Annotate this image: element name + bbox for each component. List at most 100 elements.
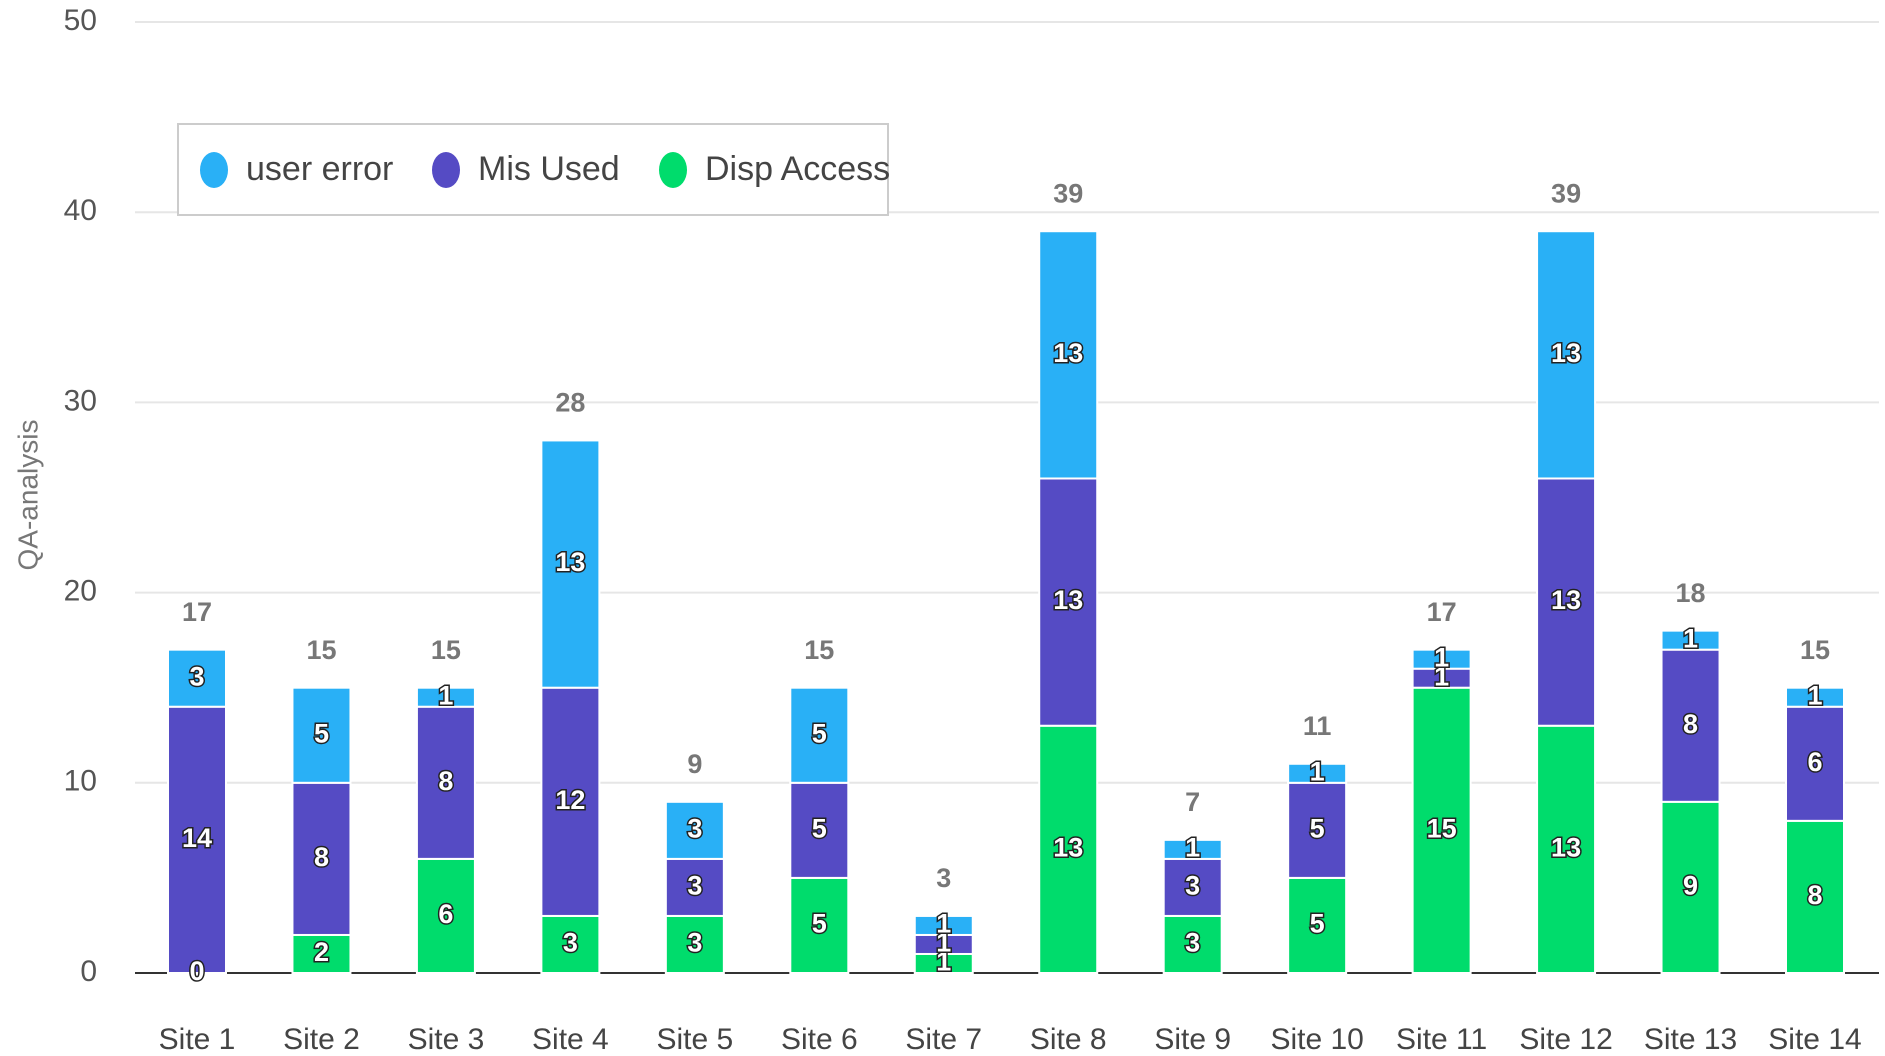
bar-segment [913, 914, 974, 936]
legend: user error Mis Used Disp Access [177, 123, 890, 216]
total-label: 15 [306, 635, 336, 665]
x-tick-label: Site 7 [905, 1023, 982, 1056]
y-tick-label: 50 [64, 4, 97, 37]
value-label: 3 [563, 928, 578, 958]
legend-label: Disp Access [705, 150, 890, 188]
legend-swatch [659, 152, 687, 188]
value-label: 3 [687, 813, 702, 843]
bar-segment [664, 800, 725, 860]
bar-segment [1660, 629, 1721, 651]
value-label: 13 [1551, 832, 1581, 862]
value-label: 1 [936, 947, 951, 977]
legend-label: user error [246, 150, 393, 188]
x-tick-label: Site 6 [781, 1023, 858, 1056]
bar-segment [415, 857, 476, 975]
value-label: 2 [314, 937, 329, 967]
value-label: 8 [1683, 709, 1698, 739]
value-label: 1 [1185, 832, 1200, 862]
total-label: 11 [1303, 711, 1332, 741]
x-tick-label: Site 4 [532, 1023, 609, 1056]
total-label: 9 [687, 749, 702, 779]
bar-segment [1162, 838, 1223, 860]
legend-box [177, 123, 889, 216]
value-label: 3 [687, 928, 702, 958]
value-label: 13 [1053, 338, 1083, 368]
bar-segment [1785, 705, 1845, 822]
bar-segment [789, 876, 850, 975]
x-tick-label: Site 14 [1768, 1023, 1861, 1056]
total-label: 39 [1551, 178, 1581, 208]
value-label: 0 [189, 956, 204, 986]
y-tick-label: 30 [64, 384, 97, 417]
x-tick-label: Site 9 [1154, 1023, 1231, 1056]
value-label: 3 [1185, 871, 1200, 901]
y-tick-label: 20 [64, 575, 97, 608]
value-label: 13 [555, 547, 585, 577]
value-label: 1 [1434, 661, 1449, 691]
bar-segment [540, 686, 601, 917]
bar-segment [291, 933, 352, 975]
x-tick-label: Site 13 [1644, 1023, 1737, 1056]
value-label: 1 [936, 909, 951, 939]
value-label: 8 [1807, 880, 1822, 910]
value-label: 13 [1053, 585, 1083, 615]
bar-segment [1785, 819, 1845, 975]
value-label: 3 [1185, 928, 1200, 958]
value-label: 3 [687, 871, 702, 901]
value-label: 8 [438, 766, 453, 796]
value-label: 15 [1427, 813, 1457, 843]
value-label: 13 [1551, 338, 1581, 368]
bar-segment [540, 914, 601, 975]
bar-segment [415, 686, 476, 708]
x-tick-label: Site 5 [656, 1023, 733, 1056]
y-tick-label: 40 [64, 194, 97, 227]
bar-segment [167, 648, 227, 708]
value-label: 12 [555, 785, 585, 815]
bar-segment [1411, 686, 1472, 974]
total-label: 15 [1800, 635, 1830, 665]
total-label: 3 [936, 863, 951, 893]
value-label: 5 [314, 718, 329, 748]
value-label: 8 [314, 842, 329, 872]
legend-swatch [432, 152, 460, 188]
total-label: 15 [804, 635, 834, 665]
value-label: 5 [812, 909, 827, 939]
bar-segment [540, 439, 601, 689]
value-label: 1 [1310, 756, 1325, 786]
value-label: 5 [812, 813, 827, 843]
value-label: 1 [1807, 680, 1822, 710]
value-label: 6 [438, 899, 453, 929]
value-label: 1 [1683, 623, 1698, 653]
bar-segment [1411, 648, 1472, 670]
total-label: 7 [1185, 787, 1200, 817]
value-label: 1 [1434, 642, 1449, 672]
total-label: 39 [1053, 178, 1083, 208]
bar-segment [789, 686, 850, 784]
total-label: 15 [431, 635, 461, 665]
bar-segment [291, 686, 352, 784]
legend-swatch [200, 152, 228, 188]
bar-segment [1287, 762, 1348, 784]
value-label: 5 [1310, 813, 1325, 843]
total-label: 18 [1676, 578, 1706, 608]
bar-segment [167, 705, 227, 974]
bar-segment [1038, 724, 1099, 974]
x-tick-label: Site 3 [408, 1023, 485, 1056]
legend-label: Mis Used [478, 150, 620, 188]
x-tick-label: Site 8 [1030, 1023, 1107, 1056]
bar-segment [415, 705, 476, 860]
value-label: 3 [189, 661, 204, 691]
bar-segment [664, 857, 725, 917]
x-tick-label: Site 1 [159, 1023, 236, 1056]
bar-segment [1038, 230, 1099, 480]
value-label: 14 [182, 823, 212, 853]
bar-segment [1536, 477, 1597, 727]
x-tick-label: Site 2 [283, 1023, 360, 1056]
value-label: 1 [438, 680, 453, 710]
value-label: 6 [1807, 747, 1822, 777]
bar-segment [1785, 686, 1845, 708]
value-label: 5 [1310, 909, 1325, 939]
total-label: 28 [555, 388, 585, 418]
bar-segment [1162, 857, 1223, 917]
